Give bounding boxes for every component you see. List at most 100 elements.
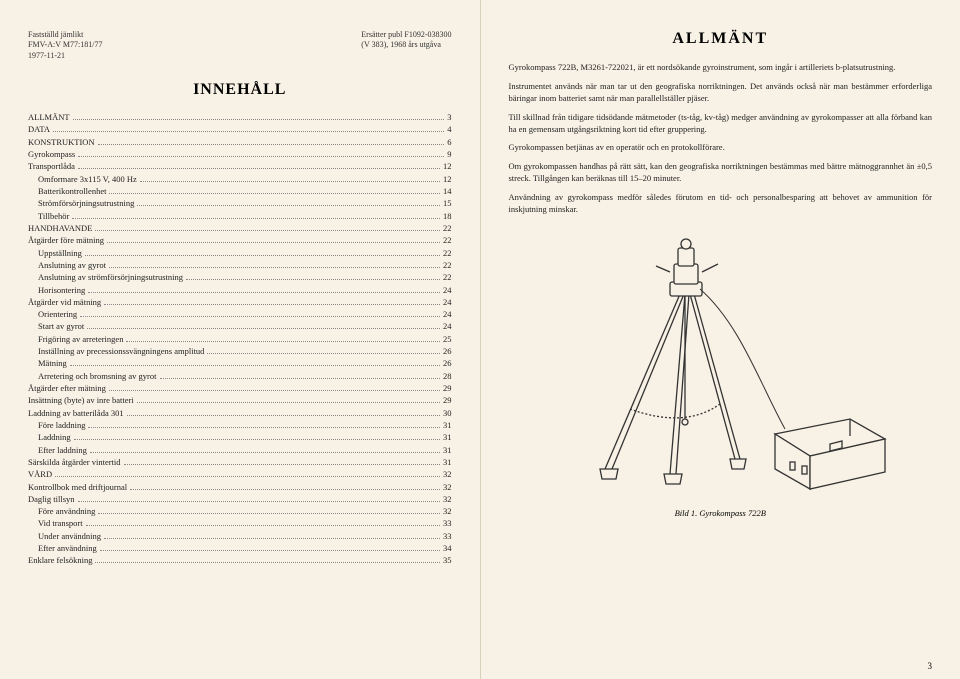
toc-label: Efter användning: [38, 542, 97, 554]
toc-label: Enklare felsökning: [28, 554, 92, 566]
toc-page: 3: [447, 111, 451, 123]
toc-label: Tillbehör: [38, 210, 69, 222]
toc-row: Arretering och bromsning av gyrot 28: [28, 370, 452, 382]
toc-dots: [137, 401, 440, 403]
toc-dots: [98, 143, 445, 145]
toc-page: 22: [443, 234, 452, 246]
toc-row: Batterikontrollenhet 14: [28, 185, 452, 197]
header-left-2: FMV-A:V M77:181/77: [28, 40, 102, 50]
toc-label: Inställning av precessionssvängningens a…: [38, 345, 204, 357]
toc-page: 15: [443, 197, 452, 209]
toc-label: Orientering: [38, 308, 77, 320]
toc-page: 22: [443, 271, 452, 283]
toc-dots: [86, 524, 440, 526]
toc-page: 28: [443, 370, 452, 382]
toc-label: Strömförsörjningsutrustning: [38, 197, 134, 209]
toc-row: Insättning (byte) av inre batteri29: [28, 394, 452, 406]
section-title: ALLMÄNT: [509, 30, 933, 48]
toc-page: 12: [443, 173, 452, 185]
toc-label: ALLMÄNT: [28, 111, 70, 123]
toc-dots: [207, 352, 440, 354]
toc-label: Horisontering: [38, 284, 85, 296]
toc-row: Åtgärder vid mätning24: [28, 296, 452, 308]
right-page: ALLMÄNT Gyrokompass 722B, M3261-722021, …: [481, 0, 960, 679]
paragraph-6: Användning av gyrokompass medför således…: [509, 192, 933, 216]
toc-dots: [55, 475, 440, 477]
toc-row: VÅRD32: [28, 468, 452, 480]
paragraph-5: Om gyrokompassen handhas på rätt sätt, k…: [509, 161, 933, 185]
toc-dots: [127, 414, 440, 416]
header: Fastställd jämlikt FMV-A:V M77:181/77 19…: [28, 30, 452, 61]
toc-dots: [104, 303, 440, 305]
toc-label: Under användning: [38, 530, 101, 542]
toc-page: 22: [443, 259, 452, 271]
toc-label: Åtgärder efter mätning: [28, 382, 106, 394]
toc-dots: [109, 389, 440, 391]
toc-dots: [95, 229, 440, 231]
toc-label: Uppställning: [38, 247, 82, 259]
header-right-1: Ersätter publ F1092-038300: [361, 30, 451, 40]
toc-page: 9: [447, 148, 451, 160]
toc-dots: [107, 241, 440, 243]
toc-dots: [124, 463, 440, 465]
toc-label: Åtgärder vid mätning: [28, 296, 101, 308]
header-right-2: (V 383), 1968 års utgåva: [361, 40, 451, 50]
toc-dots: [140, 180, 440, 182]
toc-label: Före användning: [38, 505, 95, 517]
toc-label: Batterikontrollenhet: [38, 185, 106, 197]
toc-dots: [126, 340, 440, 342]
toc-label: Gyrokompass: [28, 148, 75, 160]
toc-page: 24: [443, 320, 452, 332]
toc-row: Inställning av precessionssvängningens a…: [28, 345, 452, 357]
toc-label: HANDHAVANDE: [28, 222, 92, 234]
header-left-1: Fastställd jämlikt: [28, 30, 102, 40]
toc-row: Frigöring av arreteringen25: [28, 333, 452, 345]
toc-row: Särskilda åtgärder vintertid31: [28, 456, 452, 468]
toc-page: 14: [443, 185, 452, 197]
paragraph-1: Gyrokompass 722B, M3261-722021, är ett n…: [509, 62, 933, 74]
toc-row: Uppställning22: [28, 247, 452, 259]
toc-label: Frigöring av arreteringen: [38, 333, 123, 345]
toc-row: Före användning 32: [28, 505, 452, 517]
toc-dots: [87, 327, 440, 329]
toc-page: 22: [443, 222, 452, 234]
header-left-3: 1977-11-21: [28, 51, 102, 61]
toc-row: Transportlåda12: [28, 160, 452, 172]
toc-page: 12: [443, 160, 452, 172]
toc-dots: [95, 561, 440, 563]
figure-caption: Bild 1. Gyrokompass 722B: [509, 508, 933, 518]
toc-page: 31: [443, 419, 452, 431]
toc-page: 32: [443, 505, 452, 517]
toc-label: Insättning (byte) av inre batteri: [28, 394, 134, 406]
toc-row: Orientering24: [28, 308, 452, 320]
toc-dots: [137, 204, 440, 206]
toc-page: 31: [443, 456, 452, 468]
toc-dots: [85, 254, 440, 256]
toc-dots: [53, 130, 444, 132]
toc-dots: [78, 167, 440, 169]
toc-label: Anslutning av gyrot: [38, 259, 106, 271]
toc-label: Arretering och bromsning av gyrot: [38, 370, 157, 382]
toc-label: DATA: [28, 123, 50, 135]
toc-page: 34: [443, 542, 452, 554]
page-number: 3: [928, 661, 933, 671]
toc-label: Åtgärder före mätning: [28, 234, 104, 246]
toc-dots: [100, 549, 440, 551]
gyrocompass-illustration: [550, 234, 890, 504]
toc-row: Horisontering24: [28, 284, 452, 296]
toc-page: 18: [443, 210, 452, 222]
toc-dots: [70, 364, 440, 366]
toc-row: Efter användning 34: [28, 542, 452, 554]
toc-title: INNEHÅLL: [28, 81, 452, 99]
figure: Bild 1. Gyrokompass 722B: [509, 234, 933, 518]
paragraph-2: Instrumentet används när man tar ut den …: [509, 81, 933, 105]
toc-page: 26: [443, 345, 452, 357]
left-page: Fastställd jämlikt FMV-A:V M77:181/77 19…: [0, 0, 481, 679]
toc-dots: [88, 291, 440, 293]
toc-row: Daglig tillsyn32: [28, 493, 452, 505]
toc-page: 33: [443, 530, 452, 542]
toc-dots: [130, 488, 440, 490]
toc-dots: [80, 315, 440, 317]
toc-dots: [73, 118, 445, 120]
toc-row: Start av gyrot24: [28, 320, 452, 332]
